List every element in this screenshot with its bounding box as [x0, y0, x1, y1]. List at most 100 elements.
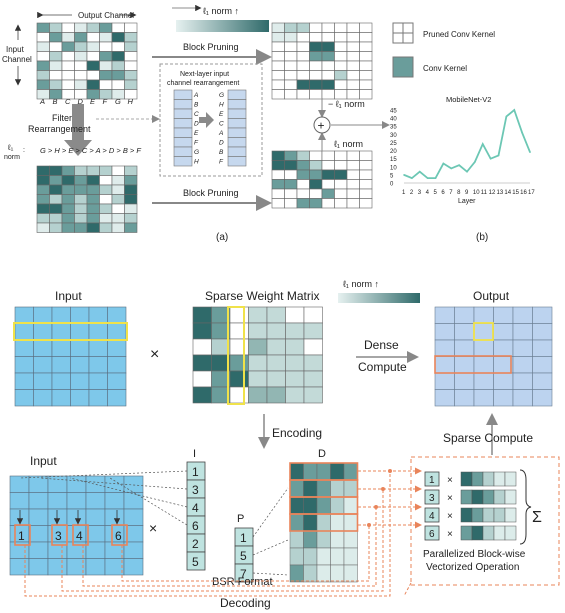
- output-cell: [454, 356, 475, 374]
- op-index-4: 4: [429, 511, 435, 522]
- kernel-cell: [284, 22, 298, 33]
- kernel-cell: [334, 32, 348, 43]
- kernel-cell: [111, 70, 125, 81]
- P-value-1: 1: [240, 531, 247, 545]
- output-cell: [493, 372, 514, 390]
- D-cell: [330, 547, 345, 566]
- kernel-cell: [124, 41, 138, 52]
- kernel-cell: [309, 169, 323, 180]
- weight-cell: [285, 370, 305, 388]
- kernel-cell: [61, 222, 75, 233]
- input-cell: [107, 306, 127, 324]
- kernel-cell: [86, 51, 100, 62]
- kernel-cell: [99, 222, 113, 233]
- kernel-cell: [61, 79, 75, 90]
- op-vector-cell: [471, 507, 484, 523]
- col-letter-H: H: [128, 97, 134, 106]
- kernel-cell: [359, 51, 373, 62]
- output-cell: [454, 306, 475, 324]
- kernel-cell: [346, 79, 360, 90]
- kernel-cell: [99, 41, 113, 52]
- parallel-operations: 1 × 3 × 4 × 6 ×: [424, 469, 532, 545]
- output-cell: [473, 306, 494, 324]
- input2-cell: [9, 508, 30, 526]
- kernel-cell: [99, 213, 113, 224]
- kernel-cell: [124, 60, 138, 71]
- weight-cell: [285, 322, 305, 340]
- y-tick-15: 15: [390, 157, 397, 163]
- kernel-cell: [359, 160, 373, 171]
- left-letter-H: H: [194, 159, 199, 166]
- legend-pruned: Pruned Conv Kernel: [392, 22, 495, 44]
- kernel-cell: [296, 188, 310, 199]
- input-cell: [88, 389, 108, 407]
- kernel-cell: [99, 175, 113, 186]
- kernel-cell: [74, 70, 88, 81]
- input2-cell: [28, 475, 49, 493]
- weight-matrix-rearranged: [36, 165, 138, 233]
- y-tick-30: 30: [390, 133, 397, 139]
- weight-cell: [285, 338, 305, 356]
- P-value-5: 5: [240, 549, 247, 563]
- kernel-cell: [49, 175, 63, 186]
- weight-cell: [229, 306, 249, 324]
- next-layer-box: [159, 63, 263, 177]
- input2-title: Input: [30, 454, 57, 468]
- channel-cell: [227, 137, 247, 148]
- output-cell: [493, 356, 514, 374]
- kernel-cell: [36, 213, 50, 224]
- input-cell: [88, 323, 108, 341]
- weight-cell: [192, 306, 212, 324]
- I-value-6: 6: [192, 519, 199, 533]
- kernel-cell: [111, 184, 125, 195]
- I-value-1: 1: [192, 465, 199, 479]
- output-cell: [532, 372, 553, 390]
- I-link: [39, 477, 188, 490]
- I-label: I: [193, 448, 196, 460]
- output-cell: [454, 372, 475, 390]
- kernel-cell: [296, 179, 310, 190]
- l1norm-up-top: ℓ₁ norm ↑: [203, 6, 239, 16]
- kernel-cell: [296, 169, 310, 180]
- kernel-cell: [61, 22, 75, 33]
- decode-path: [24, 471, 391, 597]
- op-times: ×: [447, 493, 453, 504]
- y-tick-0: 0: [390, 182, 394, 188]
- x-tick-12: 12: [489, 190, 496, 196]
- I-value-3: 3: [192, 483, 199, 497]
- op-vector-cell: [460, 471, 473, 487]
- kernel-cell: [99, 22, 113, 33]
- data-point: [474, 161, 476, 163]
- weight-cell: [248, 370, 268, 388]
- kernel-cell: [271, 188, 285, 199]
- bsr-P-array: 1 5 7: [234, 487, 289, 583]
- decoding-label: Decoding: [220, 596, 271, 610]
- kernel-cell: [271, 41, 285, 52]
- kernel-cell: [321, 198, 335, 209]
- row-num-1: 1: [18, 529, 25, 543]
- kernel-cell: [124, 175, 138, 186]
- D-cell: [289, 513, 304, 532]
- left-letter-C: C: [194, 111, 199, 118]
- weight-cell: [229, 354, 249, 372]
- I-link: [69, 477, 188, 508]
- input2-cell: [28, 541, 49, 559]
- kernel-cell: [334, 150, 348, 161]
- next-layer-arrow: [199, 112, 214, 128]
- I-link: [109, 477, 188, 526]
- x-tick-15: 15: [512, 190, 519, 196]
- kernel-cell: [124, 32, 138, 43]
- data-point: [505, 115, 508, 118]
- kernel-cell: [334, 41, 348, 52]
- input-channel-label-2: Channel: [2, 55, 32, 64]
- x-tick-13: 13: [497, 190, 504, 196]
- kernel-cell: [309, 179, 323, 190]
- kernel-cell: [36, 194, 50, 205]
- op-vector-cell: [471, 489, 484, 505]
- D-cell: [303, 462, 318, 481]
- kernel-cell: [99, 60, 113, 71]
- kernel-cell: [296, 41, 310, 52]
- input2-cell: [123, 508, 144, 526]
- encoding-label: Encoding: [272, 426, 322, 440]
